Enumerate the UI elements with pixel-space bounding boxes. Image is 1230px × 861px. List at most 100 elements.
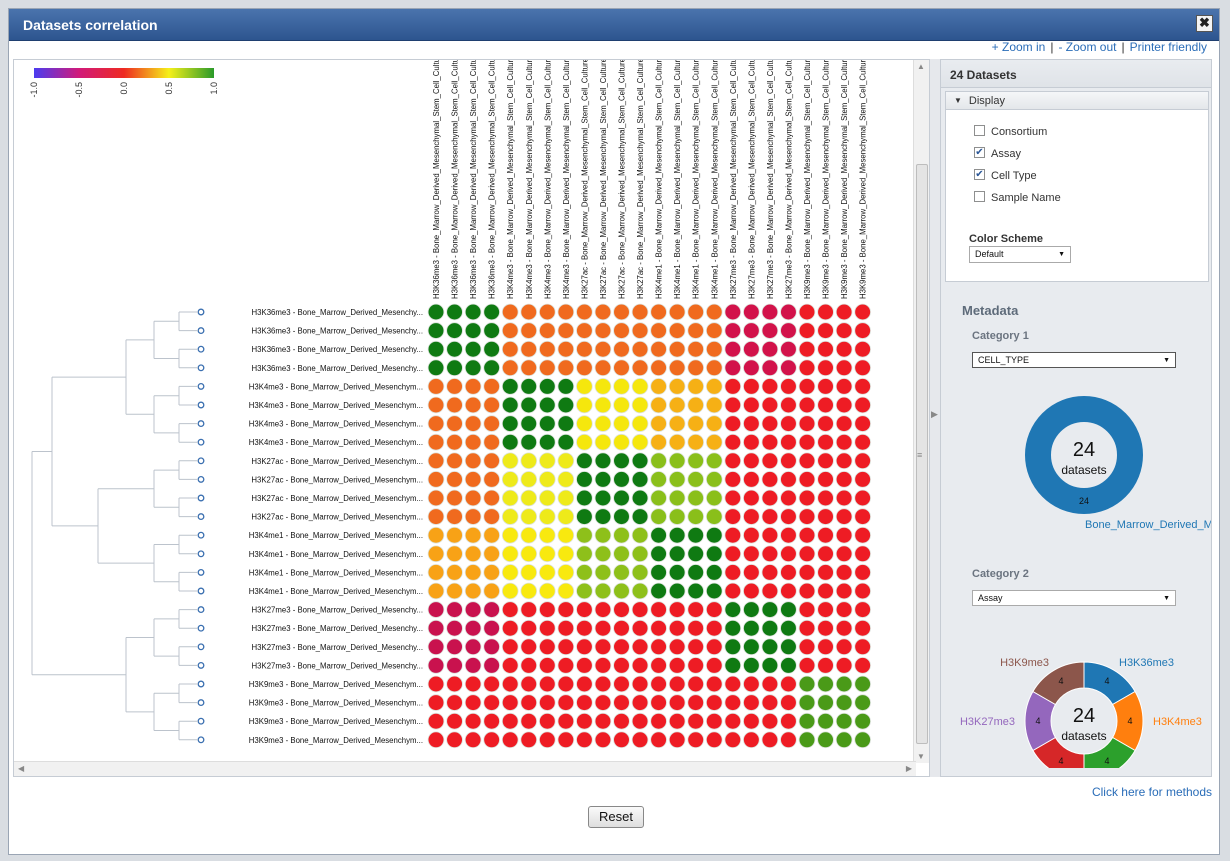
heatmap-cell — [687, 359, 704, 377]
color-scheme-label: Color Scheme — [969, 233, 1043, 245]
heatmap-cell — [835, 471, 853, 488]
heatmap-cell — [520, 452, 538, 470]
heatmap-cell — [780, 396, 797, 414]
vertical-scrollbar[interactable]: ▲ ≡ ▼ — [913, 60, 929, 763]
assay-checkbox[interactable]: ✔ — [974, 146, 985, 158]
horizontal-scrollbar[interactable]: ◀ ▶ — [14, 761, 916, 776]
dendrogram-leaf-node — [197, 308, 205, 316]
option-assay[interactable]: ✔ Assay — [974, 146, 1021, 160]
heatmap-cell — [631, 545, 649, 563]
row-label: H3K4me1 - Bone_Marrow_Derived_Mesenchym.… — [249, 531, 423, 540]
color-scheme-select[interactable]: Default ▼ — [969, 246, 1071, 263]
heatmap-cell — [501, 340, 519, 358]
heatmap-cell — [538, 378, 556, 395]
heatmap-cell — [761, 489, 779, 507]
dialog-titlebar[interactable]: Datasets correlation ✖ — [9, 9, 1219, 41]
heatmap-cell — [854, 378, 871, 395]
sample-name-checkbox[interactable] — [974, 190, 985, 202]
heatmap-cell — [650, 452, 667, 470]
heatmap-cell — [427, 322, 445, 339]
heatmap-cell — [668, 322, 686, 339]
checkbox-label: Sample Name — [991, 192, 1061, 204]
heatmap-cell — [780, 657, 797, 674]
category1-select[interactable]: CELL_TYPE ▼ — [972, 352, 1176, 368]
heatmap-cell — [687, 619, 704, 637]
heatmap-cell — [613, 526, 630, 544]
heatmap-cell — [427, 545, 445, 563]
heatmap-cell — [761, 322, 779, 339]
close-button[interactable]: ✖ — [1196, 15, 1213, 32]
heatmap-cell — [650, 638, 667, 656]
printer-friendly-link[interactable]: Printer friendly — [1129, 40, 1207, 54]
dendrogram-leaf-node — [197, 661, 205, 669]
donut-slice-name: H3K36me3 — [1119, 657, 1174, 669]
collapse-triangle-icon[interactable]: ▼ — [954, 96, 962, 105]
heatmap-cell — [464, 582, 482, 600]
heatmap-cell — [724, 712, 742, 730]
heatmap-cell — [576, 545, 593, 563]
heatmap-cell — [520, 657, 538, 674]
scroll-down-arrow-icon[interactable]: ▼ — [917, 752, 925, 761]
heatmap-cell — [743, 731, 760, 749]
methods-link[interactable]: Click here for methods — [1091, 785, 1212, 799]
donut-slice-value: 24 — [1079, 496, 1089, 506]
heatmap-cell — [687, 452, 704, 470]
zoom-in-link[interactable]: + Zoom in — [991, 40, 1046, 54]
heatmap-cell — [724, 582, 742, 600]
heatmap-cell — [835, 731, 853, 749]
heatmap-cell — [835, 564, 853, 581]
heatmap-cell — [780, 415, 797, 432]
heatmap-cell — [538, 508, 556, 525]
category2-select[interactable]: Assay ▼ — [972, 590, 1176, 606]
heatmap-cell — [613, 545, 630, 563]
row-label: H3K36me3 - Bone_Marrow_Derived_Mesenchy.… — [252, 308, 423, 317]
heatmap-cell — [798, 415, 816, 432]
heatmap-cell — [798, 638, 816, 656]
heatmap-cell — [483, 619, 500, 637]
heatmap-cell — [761, 378, 779, 395]
heatmap-cell — [705, 359, 723, 377]
heatmap-cell — [631, 694, 649, 711]
heatmap-cell — [576, 508, 593, 525]
heatmap-cell — [576, 322, 593, 339]
option-consortium[interactable]: Consortium — [974, 124, 1047, 138]
option-sample-name[interactable]: Sample Name — [974, 190, 1061, 204]
heatmap-cell — [650, 396, 667, 414]
heatmap-cell — [835, 712, 853, 730]
heatmap-cell — [464, 378, 482, 395]
dendrogram-leaf-node — [197, 680, 205, 688]
consortium-checkbox[interactable] — [974, 124, 985, 136]
zoom-out-link[interactable]: - Zoom out — [1058, 40, 1117, 54]
vertical-scroll-thumb[interactable] — [916, 164, 928, 744]
option-cell-type[interactable]: ✔ Cell Type — [974, 168, 1037, 182]
heatmap-cell — [705, 657, 723, 674]
heatmap-cell — [761, 657, 779, 674]
heatmap-cell — [520, 694, 538, 711]
scroll-up-arrow-icon[interactable]: ▲ — [917, 62, 925, 71]
heatmap-cell — [631, 731, 649, 749]
scroll-right-arrow-icon[interactable]: ▶ — [905, 764, 912, 773]
heatmap-cell — [501, 508, 519, 525]
scroll-left-arrow-icon[interactable]: ◀ — [18, 764, 25, 773]
sidebar-collapse-handle[interactable]: ▶ — [930, 59, 940, 777]
heatmap-cell — [835, 303, 853, 321]
column-label: H3K36me3 - Bone_Marrow_Derived_Mesenchym… — [488, 60, 497, 299]
heatmap-cell — [668, 396, 686, 414]
display-panel-header[interactable]: ▼ Display — [946, 92, 1208, 110]
collapse-arrow-icon[interactable]: ▶ — [931, 409, 938, 419]
heatmap-cell — [520, 731, 538, 749]
column-label: H3K27ac - Bone_Marrow_Derived_Mesenchyma… — [618, 60, 627, 299]
heatmap-cell — [501, 378, 519, 395]
heatmap-cell — [780, 619, 797, 637]
heatmap-cell — [650, 471, 667, 488]
heatmap-cell — [668, 712, 686, 730]
heatmap-cell — [780, 359, 797, 377]
cell-type-checkbox[interactable]: ✔ — [974, 168, 985, 180]
heatmap-cell — [520, 471, 538, 488]
heatmap-cell — [631, 675, 649, 693]
heatmap-cell — [724, 694, 742, 711]
link-separator: | — [1121, 40, 1125, 54]
heatmap-cell — [817, 526, 834, 544]
heatmap-cell — [501, 396, 519, 414]
reset-button[interactable]: Reset — [588, 806, 644, 828]
